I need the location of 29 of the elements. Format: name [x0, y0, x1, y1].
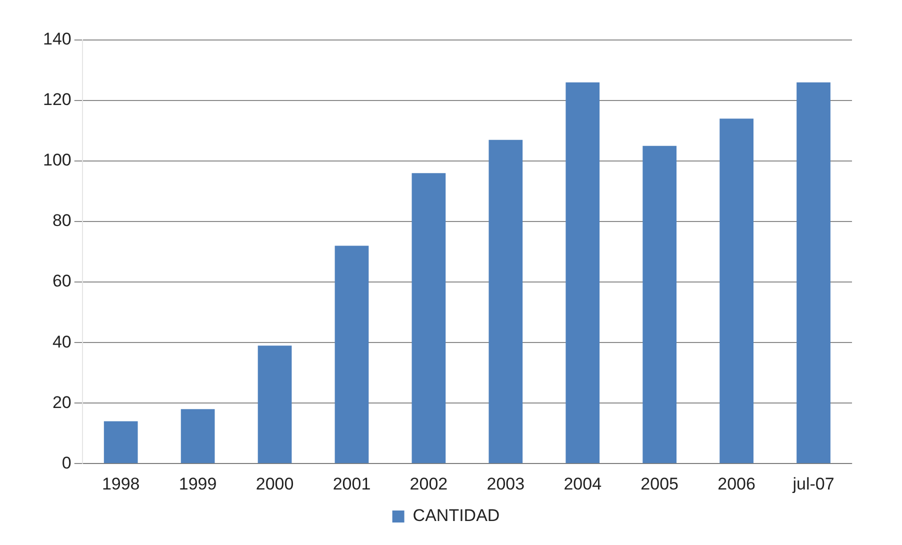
y-tick-label: 140	[42, 30, 72, 49]
bar	[796, 82, 830, 464]
x-tick-label: 2004	[564, 474, 602, 494]
bar	[488, 140, 523, 464]
x-tick-label: 2006	[718, 474, 756, 494]
bar	[566, 82, 600, 464]
legend-label: CANTIDAD	[412, 506, 500, 526]
bar	[104, 421, 138, 464]
x-tick-label: jul-07	[792, 474, 834, 494]
x-tick-label: 2002	[410, 474, 448, 494]
x-tick-label: 1998	[102, 474, 140, 494]
bar	[334, 246, 369, 464]
bar	[642, 146, 677, 464]
y-tick-label: 100	[42, 150, 72, 170]
bar	[412, 173, 446, 464]
x-tick-label: 1999	[178, 474, 217, 494]
bar	[180, 409, 215, 464]
bar	[720, 118, 754, 464]
y-tick-label: 0	[62, 453, 72, 472]
y-tick-label: 40	[52, 332, 72, 352]
y-tick-label: 120	[42, 90, 72, 110]
y-tick-label: 80	[52, 211, 72, 230]
y-tick-label: 60	[52, 272, 72, 291]
x-tick-label: 2005	[640, 474, 679, 494]
x-tick-label: 2000	[256, 474, 294, 494]
x-tick-label: 2003	[486, 474, 525, 494]
bar	[258, 346, 292, 464]
x-tick-label: 2001	[332, 474, 371, 494]
y-tick-label: 20	[52, 392, 72, 412]
